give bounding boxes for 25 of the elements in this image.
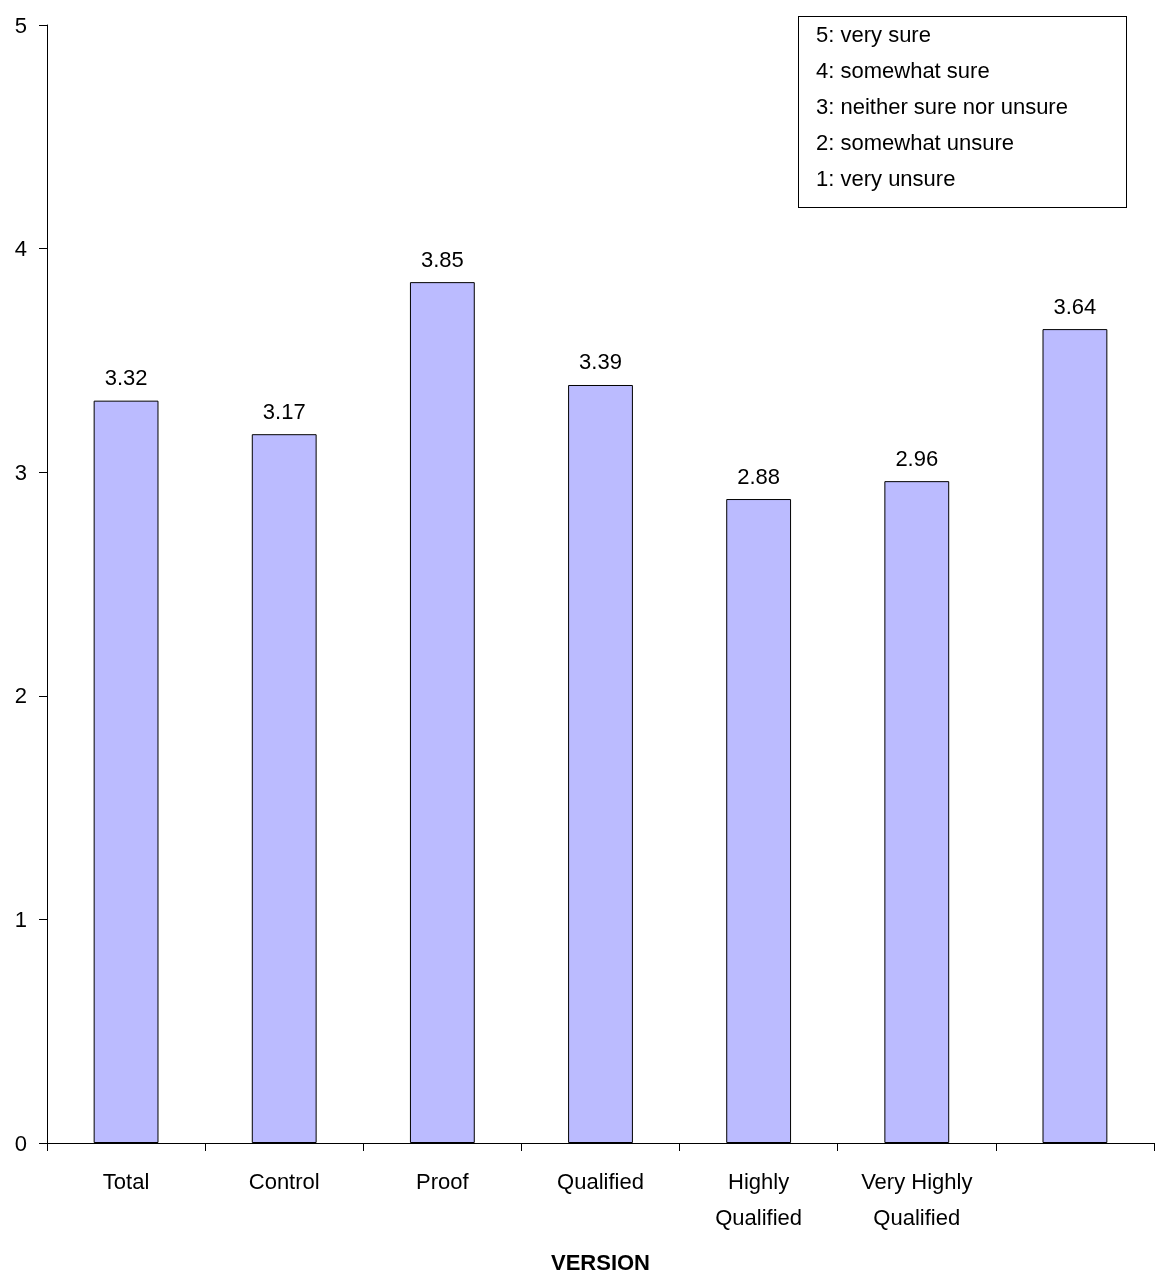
data-label: 3.17 xyxy=(262,398,306,424)
data-label: 2.96 xyxy=(895,445,939,471)
y-tick-label: 4 xyxy=(14,236,27,262)
y-tick-label: 1 xyxy=(14,906,27,932)
annotation: 1: very unsure xyxy=(816,165,957,193)
x-axis-title: VERSION xyxy=(550,1249,651,1275)
data-label: 3.64 xyxy=(1053,293,1097,319)
x-tick-label: Proof xyxy=(416,1168,470,1194)
x-tick-label: Qualified xyxy=(557,1168,644,1194)
data-label: 3.32 xyxy=(104,365,148,391)
annotation: 4: somewhat sure xyxy=(816,57,991,85)
annotation: 3: neither sure nor unsure xyxy=(816,93,1069,121)
data-label: 3.39 xyxy=(579,349,622,375)
x-tick-label: Very Highly Qualified xyxy=(861,1168,973,1230)
data-label: 2.88 xyxy=(737,463,781,489)
y-tick-label: 0 xyxy=(14,1130,27,1156)
y-tick-label: 3 xyxy=(14,459,27,485)
y-tick-label: 5 xyxy=(14,12,27,38)
y-tick-label: 2 xyxy=(14,683,27,709)
annotation: 5: very sure xyxy=(816,21,932,49)
data-label: 3.85 xyxy=(420,246,464,272)
annotation: 2: somewhat unsure xyxy=(816,129,1016,157)
x-tick-label: Control xyxy=(248,1168,320,1194)
x-tick-label: Highly Qualified xyxy=(715,1168,803,1230)
x-tick-label: Total xyxy=(102,1168,150,1194)
